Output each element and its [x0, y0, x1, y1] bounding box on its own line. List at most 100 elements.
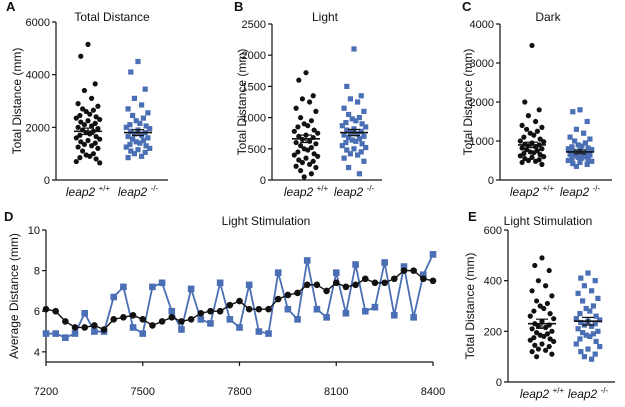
data-point-e — [578, 349, 584, 355]
data-point-d — [226, 316, 234, 323]
data-point-e — [587, 308, 593, 314]
data-point-a — [77, 155, 83, 161]
data-point-d — [129, 311, 137, 319]
data-point-c — [533, 158, 539, 164]
data-point-e — [544, 331, 551, 337]
data-point-e — [546, 343, 552, 350]
data-point-d — [391, 275, 398, 283]
x-tick-label-d: 7500 — [131, 386, 155, 398]
data-point-a — [90, 107, 96, 113]
data-point-a — [89, 123, 95, 129]
data-point-e — [531, 335, 537, 341]
data-point-a — [93, 114, 99, 120]
data-point-e — [531, 308, 537, 314]
data-point-d — [361, 307, 369, 315]
data-point-b — [344, 83, 350, 89]
data-point-c — [569, 144, 575, 150]
data-point-c — [534, 128, 541, 134]
data-point-b — [347, 96, 353, 102]
data-point-b — [361, 108, 367, 114]
data-point-b — [307, 161, 313, 167]
data-point-a — [75, 101, 81, 107]
data-point-c — [519, 145, 525, 151]
y-tick-label-d: 10 — [28, 225, 40, 237]
data-point-b — [351, 146, 357, 152]
data-point-b — [343, 119, 349, 126]
data-point-a — [73, 158, 79, 165]
data-point-d — [187, 316, 195, 323]
y-tick-label-c: 0 — [488, 175, 494, 187]
data-point-c — [569, 156, 575, 162]
data-point-b — [311, 127, 317, 133]
y-axis-label-b: Total Distance (mm) — [235, 49, 249, 156]
x-category-label-b: leap2 -/- — [334, 184, 375, 199]
data-point-d — [168, 307, 176, 315]
data-point-d — [226, 301, 234, 309]
data-point-e — [535, 278, 542, 284]
y-tick-label-c: 2000 — [470, 97, 494, 109]
data-point-a — [80, 148, 86, 154]
y-axis-label-d: Average Distance (mm) — [7, 233, 21, 359]
data-point-a — [85, 137, 91, 144]
data-point-a — [128, 128, 134, 134]
data-point-c — [577, 159, 583, 166]
data-point-d — [71, 330, 79, 337]
data-point-d — [391, 311, 398, 319]
x-tick-label-d: 7800 — [227, 386, 251, 398]
data-point-a — [139, 102, 145, 108]
data-point-b — [353, 118, 359, 124]
data-point-a — [80, 106, 86, 112]
data-point-c — [585, 145, 591, 151]
data-point-b — [293, 139, 299, 146]
data-point-b — [307, 99, 313, 105]
data-point-d — [255, 305, 263, 313]
data-point-c — [539, 161, 545, 167]
data-point-d — [178, 318, 185, 325]
data-point-a — [130, 136, 136, 142]
data-point-b — [358, 93, 364, 99]
data-point-e — [589, 288, 595, 294]
data-point-d — [120, 314, 127, 321]
y-axis-label-a: Total Distance (mm) — [10, 48, 24, 155]
data-point-a — [92, 81, 98, 87]
data-point-e — [529, 326, 535, 332]
data-point-c — [531, 150, 537, 156]
y-tick-label-a: 2000 — [26, 122, 50, 134]
data-point-e — [547, 336, 553, 342]
data-point-b — [343, 139, 349, 146]
data-point-c — [525, 157, 532, 164]
data-point-b — [293, 105, 299, 111]
data-point-e — [532, 342, 538, 348]
data-point-c — [584, 118, 590, 125]
data-point-d — [207, 320, 214, 327]
data-point-b — [353, 138, 359, 144]
data-point-d — [294, 316, 301, 323]
data-point-e — [577, 311, 583, 317]
data-point-d — [429, 251, 437, 258]
data-point-b — [356, 136, 362, 142]
y-tick-label-e: 200 — [484, 326, 502, 338]
x-tick-label-d: 7200 — [34, 386, 58, 398]
data-point-d — [52, 330, 59, 337]
data-point-c — [585, 157, 591, 163]
data-point-b — [361, 158, 367, 164]
data-point-e — [578, 319, 584, 326]
data-point-c — [525, 113, 532, 119]
data-point-e — [551, 338, 557, 345]
data-point-b — [310, 158, 316, 164]
data-point-b — [315, 153, 321, 159]
x-category-label-a: leap2 +/+ — [66, 184, 111, 199]
x-category-label-c: leap2 -/- — [560, 184, 601, 199]
data-point-a — [95, 145, 101, 151]
data-point-d — [274, 269, 282, 276]
data-point-e — [547, 311, 553, 317]
data-point-d — [294, 289, 301, 297]
data-point-e — [592, 278, 598, 284]
data-point-a — [89, 95, 95, 101]
data-point-c — [529, 42, 535, 49]
data-point-e — [543, 347, 549, 353]
data-point-a — [131, 131, 137, 137]
data-point-d — [187, 285, 195, 293]
data-point-a — [135, 147, 141, 153]
data-point-b — [346, 164, 352, 171]
